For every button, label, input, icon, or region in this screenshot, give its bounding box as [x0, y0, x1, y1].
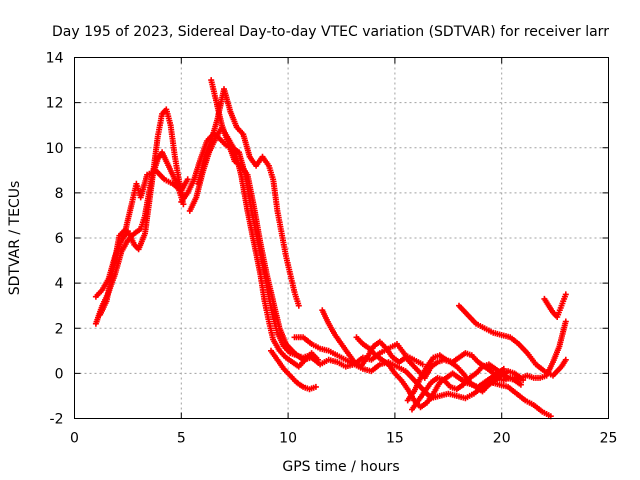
x-ticks: 0 5 10 15 20 25 — [70, 57, 618, 447]
series-pass-14 — [456, 302, 569, 379]
series-line — [210, 78, 424, 368]
y-tick-label: 6 — [55, 231, 64, 247]
chart-title: Day 195 of 2023, Sidereal Day-to-day VTE… — [52, 24, 609, 40]
y-tick-label: -2 — [50, 412, 64, 428]
y-tick-label: 2 — [55, 321, 64, 337]
data-point-marker — [312, 383, 319, 390]
data-point-marker — [562, 318, 569, 325]
series-pass-12 — [404, 350, 527, 404]
grid — [74, 57, 609, 419]
series-group — [92, 77, 569, 420]
data-point-marker — [520, 377, 527, 384]
x-tick-label: 25 — [600, 431, 618, 447]
data-point-marker — [562, 356, 569, 363]
x-tick-label: 0 — [70, 431, 79, 447]
y-tick-label: 0 — [55, 366, 64, 382]
series-pass-2 — [92, 106, 187, 300]
series-pass-4 — [178, 131, 319, 363]
y-tick-label: 8 — [55, 186, 64, 202]
data-point-marker — [419, 361, 426, 368]
series-pass-13 — [409, 361, 524, 413]
y-tick-label: 12 — [46, 96, 64, 112]
series-pass-7 — [208, 77, 426, 370]
y-tick-label: 4 — [55, 276, 64, 292]
x-tick-label: 5 — [177, 431, 186, 447]
y-tick-label: 14 — [46, 51, 64, 67]
data-point-marker — [517, 381, 524, 388]
y-ticks: -2 0 2 4 6 8 10 12 14 — [46, 51, 609, 428]
x-tick-label: 15 — [386, 431, 404, 447]
x-tick-label: 20 — [493, 431, 511, 447]
data-point-marker — [562, 291, 569, 298]
series-pass-3 — [97, 167, 191, 318]
series-pass-15 — [541, 291, 569, 320]
data-point-marker — [184, 176, 191, 183]
y-tick-label: 10 — [46, 141, 64, 157]
y-axis-label: SDTVAR / TECUs — [7, 181, 23, 296]
data-point-marker — [500, 365, 507, 372]
data-point-marker — [295, 302, 302, 309]
x-tick-label: 10 — [279, 431, 297, 447]
series-pass-8 — [268, 347, 319, 393]
x-axis-label: GPS time / hours — [282, 459, 399, 475]
